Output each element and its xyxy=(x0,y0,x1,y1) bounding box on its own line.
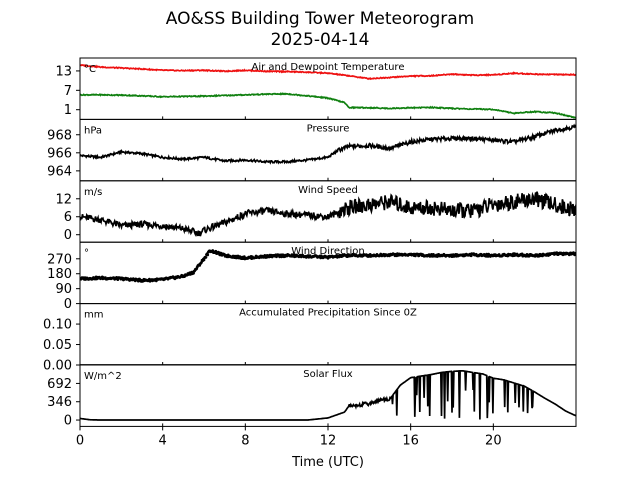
x-tick-label: 4 xyxy=(159,433,167,448)
figure-title: AO&SS Building Tower Meteorogram xyxy=(166,9,474,29)
y-tick-label: 0.00 xyxy=(43,359,72,374)
panel-title: Accumulated Precipitation Since 0Z xyxy=(239,308,417,319)
x-axis-label: Time (UTC) xyxy=(291,455,364,470)
y-tick-label: 964 xyxy=(47,164,72,179)
panel-unit-label: mm xyxy=(84,310,103,321)
panel-title: Wind Direction xyxy=(291,246,365,257)
panel-title: Wind Speed xyxy=(298,185,358,196)
panel-1: 968 966 964 hPa Pressure xyxy=(47,118,577,182)
y-tick-label: 1 xyxy=(64,103,72,118)
y-tick-label: 7 xyxy=(64,84,72,99)
series-line-0 xyxy=(80,63,576,81)
y-tick-label: 270 xyxy=(47,252,72,267)
y-tick-label: 968 xyxy=(47,128,72,143)
y-tick-label: 6 xyxy=(64,210,72,225)
panel-title: Solar Flux xyxy=(303,369,353,380)
panel-0: 13 7 1 °C Air and Dewpoint Temperature xyxy=(55,57,577,120)
panel-5: 692 346 0 W/m^2 Solar Flux xyxy=(47,364,577,429)
wind-direction-point xyxy=(206,253,210,257)
y-tick-label: 0 xyxy=(64,414,72,429)
x-tick-label: 20 xyxy=(485,433,502,448)
panel-2: 12 6 0 m/s Wind Speed xyxy=(55,180,577,243)
panel-unit-label: W/m^2 xyxy=(84,371,122,382)
x-tick-label: 16 xyxy=(402,433,419,448)
series-line-0 xyxy=(80,191,576,237)
panel-unit-label: m/s xyxy=(84,187,102,198)
wind-direction-point xyxy=(204,256,208,259)
x-tick-label: 8 xyxy=(241,433,249,448)
series-line-0 xyxy=(80,123,576,165)
y-tick-label: 90 xyxy=(55,282,72,297)
y-tick-label: 0 xyxy=(64,297,72,312)
y-tick-label: 346 xyxy=(47,395,72,410)
x-tick-label: 12 xyxy=(320,433,337,448)
panel-title: Pressure xyxy=(307,123,350,134)
panel-unit-label: °C xyxy=(84,64,96,75)
series-line-1 xyxy=(80,92,576,119)
panel-unit-label: hPa xyxy=(84,125,102,136)
figure-date: 2025-04-14 xyxy=(271,30,370,50)
panel-unit-label: ° xyxy=(84,248,89,259)
panel-title: Air and Dewpoint Temperature xyxy=(252,62,405,73)
y-tick-label: 692 xyxy=(47,377,72,392)
panel-4: 0.10 0.05 0.00 mm Accumulated Precipitation … xyxy=(43,303,577,374)
wind-direction-point xyxy=(202,258,206,262)
panels: 13 7 1 °C Air and Dewpoint Temperature 968 966… xyxy=(43,57,577,429)
y-tick-label: 180 xyxy=(47,267,72,282)
series-line-0 xyxy=(80,369,576,421)
y-tick-label: 0.10 xyxy=(43,318,72,333)
y-tick-label: 0 xyxy=(64,228,72,243)
y-tick-label: 0.05 xyxy=(43,338,72,353)
y-tick-label: 12 xyxy=(55,192,72,207)
y-tick-label: 13 xyxy=(55,64,72,79)
x-tick-label: 0 xyxy=(76,433,84,448)
x-axis: 0 4 8 12 16 20 xyxy=(76,426,502,448)
y-tick-label: 966 xyxy=(47,146,72,161)
